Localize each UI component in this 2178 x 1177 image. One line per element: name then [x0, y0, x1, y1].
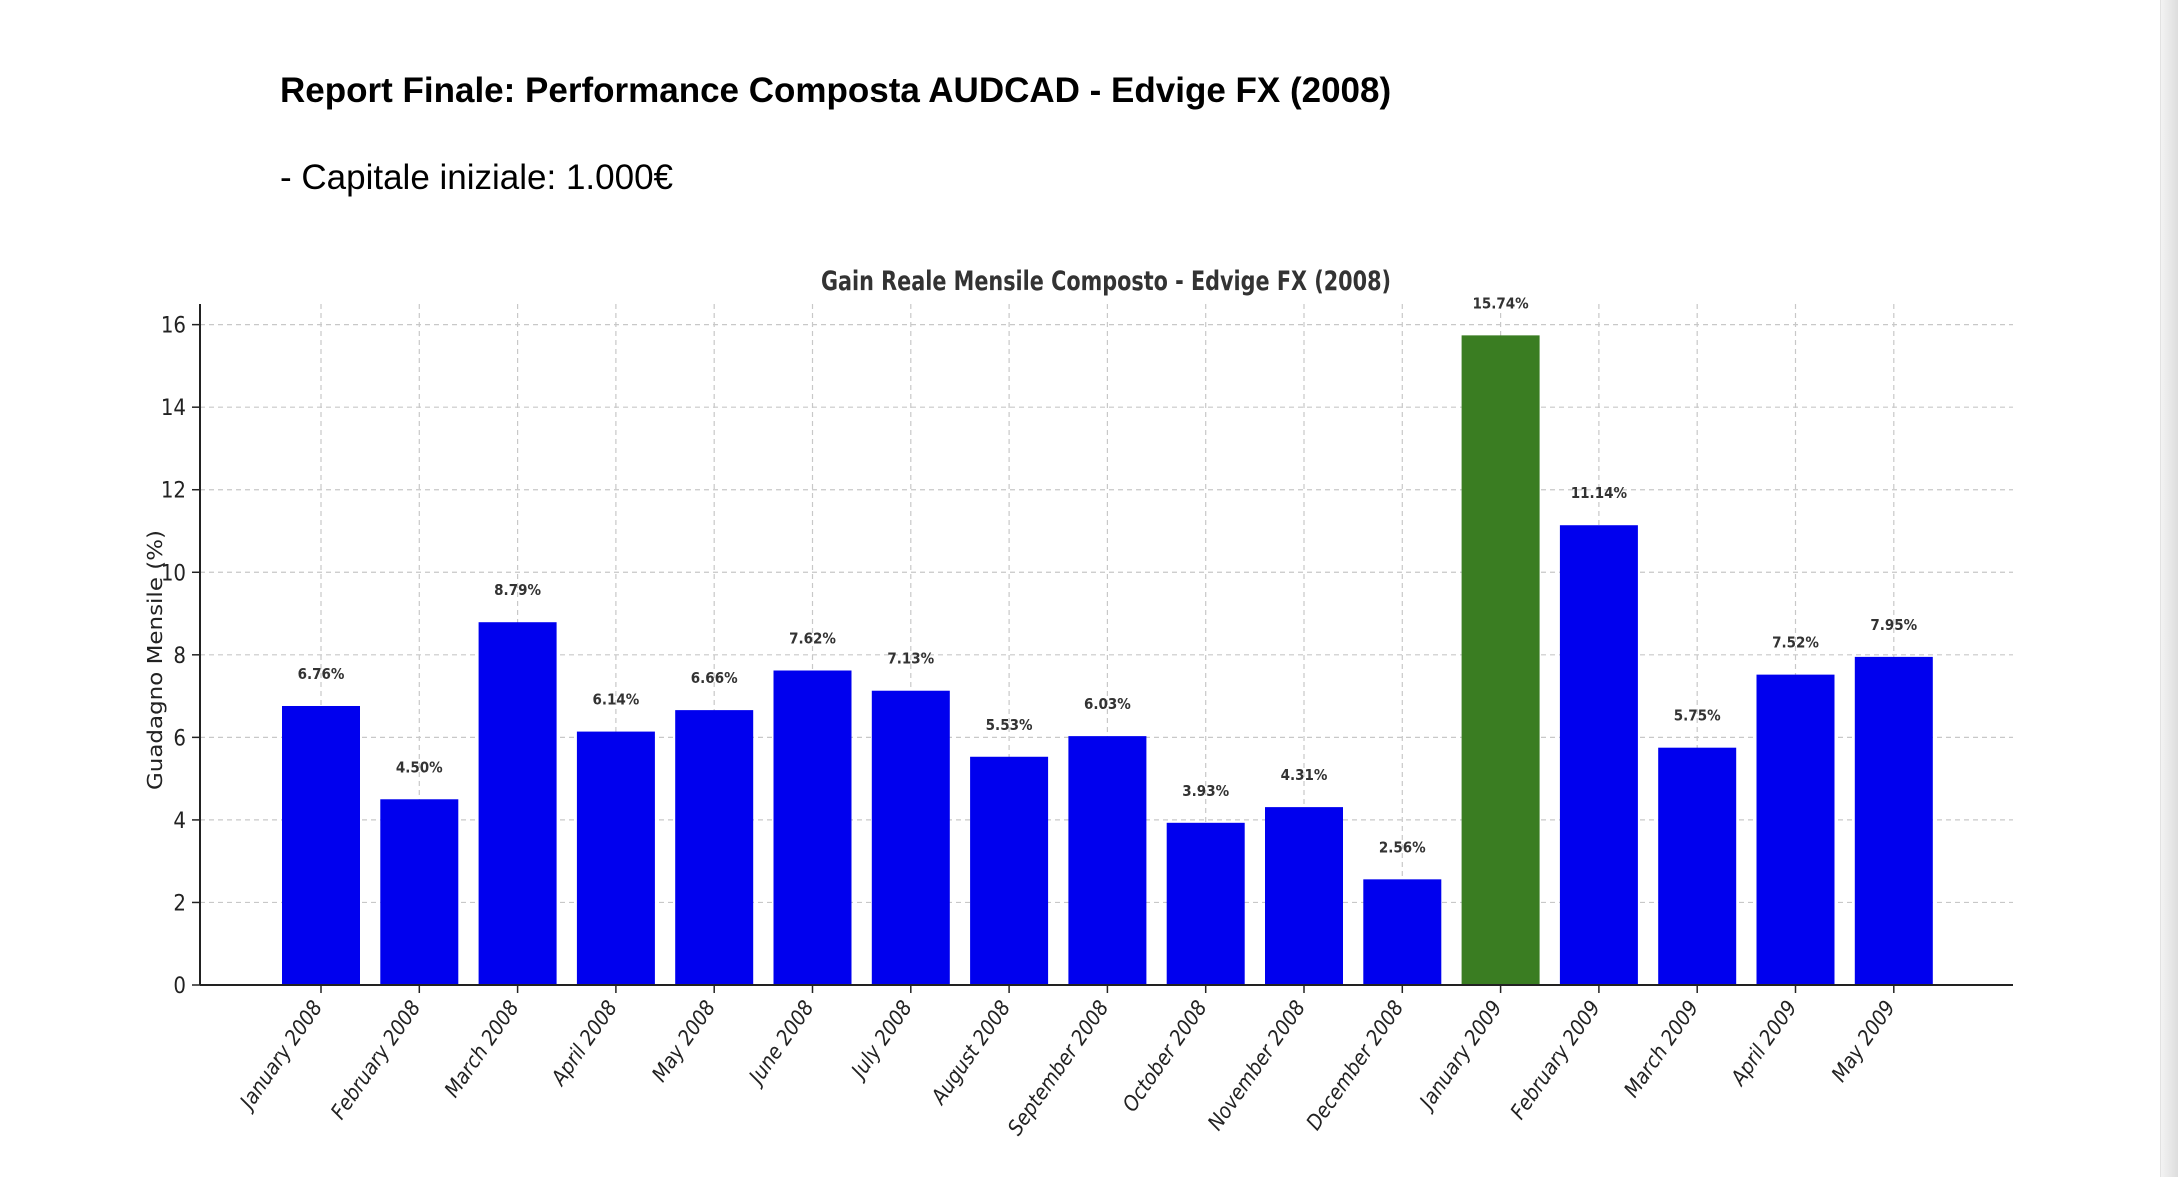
x-tick-label: December 2008 [1302, 996, 1409, 1134]
data-label: 3.93% [1182, 782, 1229, 800]
x-tick-label: March 2008 [440, 996, 524, 1102]
chart-title: Gain Reale Mensile Composto - Edvige FX … [821, 266, 1391, 297]
bar [1461, 335, 1540, 985]
bar [282, 705, 360, 985]
report-title: Report Finale: Performance Composta AUDC… [280, 71, 1392, 110]
data-label: 7.62% [789, 630, 836, 648]
bar [675, 710, 754, 985]
bar [1854, 656, 1933, 985]
data-label: 7.95% [1870, 616, 1917, 634]
bar [1265, 807, 1343, 985]
data-labels: 6.76% 4.50% 8.79% 6.14% 6.66% 7.62% 7.13% 5.53%… [298, 294, 1918, 856]
x-tick-label: February 2009 [1506, 996, 1605, 1123]
page-edge [2160, 0, 2178, 1177]
data-label: 15.74% [1472, 294, 1529, 312]
x-tick-label: August 2008 [926, 996, 1015, 1109]
y-tick-label: 0 [173, 974, 186, 999]
data-label: 5.75% [1674, 707, 1721, 725]
bar [1658, 747, 1737, 985]
bar [871, 690, 950, 985]
data-label: 6.03% [1084, 695, 1131, 713]
x-tick-label: February 2008 [326, 996, 425, 1123]
x-tick-label: May 2009 [1827, 996, 1900, 1086]
bar [970, 756, 1049, 985]
bar [1068, 736, 1147, 985]
data-label: 8.79% [494, 581, 541, 599]
data-label: 4.50% [396, 758, 443, 776]
bar [1756, 674, 1835, 985]
bar [380, 799, 459, 985]
data-label: 2.56% [1379, 838, 1426, 856]
data-label: 6.66% [691, 669, 738, 687]
x-tick-label: March 2009 [1619, 996, 1703, 1102]
bar [1559, 525, 1638, 985]
y-axis-label: Guadagno Mensile (%) [143, 530, 167, 790]
data-label: 5.53% [986, 716, 1033, 734]
bars [282, 335, 1933, 985]
y-tick-label: 8 [173, 644, 186, 669]
x-tick-label: January 2008 [233, 996, 327, 1116]
data-label: 7.52% [1772, 634, 1819, 652]
y-tick-labels: 0 2 4 6 8 10 12 14 16 [161, 314, 186, 999]
y-tick-label: 14 [161, 396, 186, 421]
data-label: 6.14% [592, 691, 639, 709]
x-tick-label: October 2008 [1118, 996, 1212, 1116]
x-tick-label: May 2008 [647, 996, 720, 1086]
x-tick-label: June 2008 [742, 996, 819, 1091]
y-tick-label: 4 [173, 809, 186, 834]
bar [773, 670, 852, 985]
bar [576, 731, 655, 985]
x-tick-labels: January 2008 February 2008 March 2008 April… [233, 996, 1900, 1140]
data-label: 7.13% [887, 650, 934, 668]
bar [478, 622, 557, 985]
x-tick-label: April 2008 [546, 996, 622, 1090]
y-tick-label: 2 [173, 891, 186, 916]
y-tick-label: 12 [161, 479, 186, 504]
x-tick-label: July 2008 [844, 996, 916, 1085]
x-tick-label: November 2008 [1203, 996, 1310, 1135]
initial-capital-text: - Capitale iniziale: 1.000€ [280, 158, 674, 197]
x-tick-label: September 2008 [1003, 996, 1114, 1140]
y-tick-label: 10 [161, 561, 186, 586]
y-tick-label: 16 [161, 314, 186, 339]
bar [1363, 879, 1442, 985]
y-tick-label: 6 [173, 726, 186, 751]
x-tick-label: April 2009 [1726, 996, 1802, 1090]
data-label: 4.31% [1281, 766, 1328, 784]
data-label: 6.76% [298, 665, 345, 683]
axes [192, 304, 2013, 993]
x-tick-label: January 2009 [1413, 996, 1507, 1116]
bar [1166, 822, 1245, 985]
data-label: 11.14% [1571, 484, 1628, 502]
